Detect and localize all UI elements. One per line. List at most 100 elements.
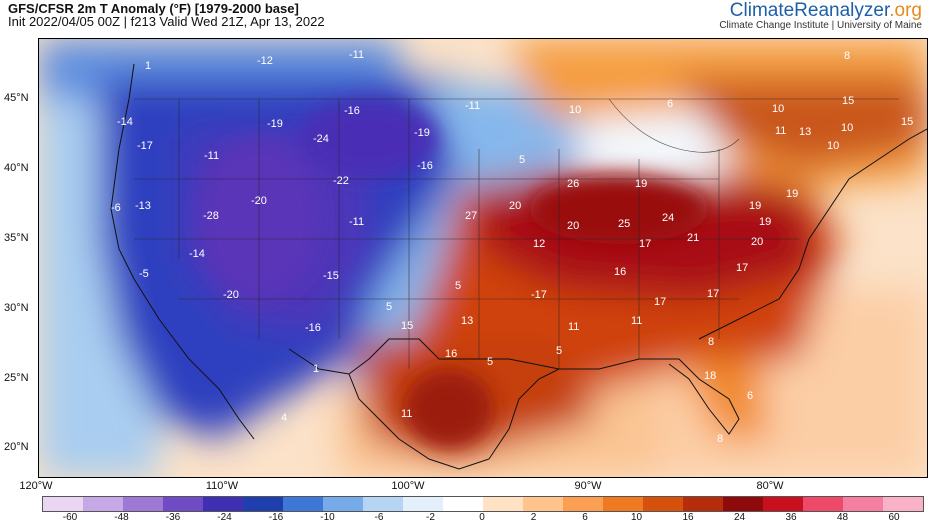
colorbar-swatch (363, 497, 403, 511)
value-label: 19 (759, 216, 771, 228)
colorbar-tick-label: -6 (374, 512, 384, 523)
value-label: 25 (618, 218, 630, 230)
value-label: 20 (751, 236, 763, 248)
value-label: -11 (204, 150, 219, 162)
lat-label-20: 20°N (4, 441, 29, 453)
brand-logo[interactable]: ClimateReanalyzer.org (730, 0, 922, 22)
value-label: 15 (401, 320, 413, 332)
lat-label-40: 40°N (4, 162, 29, 174)
colorbar-swatch (403, 497, 443, 511)
colorbar-swatch (563, 497, 603, 511)
value-label: 17 (736, 262, 748, 274)
value-label: -14 (189, 248, 205, 260)
map-subtitle: Init 2022/04/05 00Z | f213 Valid Wed 21Z… (8, 14, 325, 29)
value-label: -14 (117, 116, 133, 128)
colorbar-swatch (603, 497, 643, 511)
value-label: 10 (569, 104, 581, 116)
value-label: 10 (841, 122, 853, 134)
value-label: -16 (344, 105, 360, 117)
value-label: 17 (707, 288, 719, 300)
value-label: 24 (662, 212, 674, 224)
lon-label-100w: 100°W (391, 480, 425, 492)
lat-label-35: 35°N (4, 232, 29, 244)
value-label: 27 (465, 210, 477, 222)
value-label: -19 (414, 127, 430, 139)
value-label: -11 (349, 49, 364, 61)
value-label: 20 (509, 200, 521, 212)
lon-label-110w: 110°W (205, 480, 239, 492)
map-title: GFS/CFSR 2m T Anomaly (°F) [1979-2000 ba… (8, 1, 299, 16)
value-label: -12 (257, 55, 273, 67)
colorbar-tick-label: 36 (785, 512, 797, 523)
colorbar-swatch (323, 497, 363, 511)
state-borders (134, 98, 899, 369)
lat-label-45: 45°N (4, 92, 29, 104)
colorbar-swatch (483, 497, 523, 511)
colorbar-tick-label: -48 (114, 512, 129, 523)
value-label: -6 (111, 202, 121, 214)
value-label: 6 (747, 390, 753, 402)
anomaly-map[interactable]: -11 -12 -14 -17 -19 -16 -24 -11 -19 -16 … (38, 38, 928, 478)
colorbar-tick-label: 6 (582, 512, 588, 523)
colorbar-tick-label: 0 (479, 512, 485, 523)
value-label: 19 (786, 188, 798, 200)
colorbar-tick-label: 60 (888, 512, 900, 523)
value-label: 1 (145, 60, 151, 72)
colorbar-swatch (643, 497, 683, 511)
colorbar-swatch (123, 497, 163, 511)
value-label: 5 (487, 356, 493, 368)
value-label: 11 (568, 321, 579, 333)
value-label: 13 (461, 315, 473, 327)
colorbar-swatch (523, 497, 563, 511)
value-label: -20 (251, 195, 267, 207)
value-label: -17 (137, 140, 153, 152)
value-label: 20 (567, 220, 579, 232)
value-label: -28 (203, 210, 219, 222)
value-label: -17 (531, 289, 547, 301)
colorbar-tick-label: -16 (268, 512, 284, 523)
colorbar-swatch (883, 497, 923, 511)
value-label: 8 (708, 336, 714, 348)
brand-name: ClimateReanalyzer (729, 0, 890, 21)
value-label: 21 (687, 232, 699, 244)
value-label: -19 (267, 118, 283, 130)
colorbar-swatch (43, 497, 83, 511)
value-label: 13 (799, 126, 811, 138)
colorbar-swatch (723, 497, 763, 511)
value-label: 6 (667, 98, 673, 110)
colorbar-tick-label: -24 (217, 512, 232, 523)
lon-label-120w: 120°W (19, 480, 53, 492)
value-label: -15 (323, 270, 339, 282)
colorbar-tick-label: -36 (165, 512, 181, 523)
colorbar-tick-label: -10 (320, 512, 335, 523)
value-label: -16 (417, 160, 433, 172)
value-label: 5 (386, 301, 392, 313)
value-label: -24 (313, 133, 329, 145)
value-label: -22 (333, 175, 349, 187)
value-label: 10 (827, 140, 839, 152)
colorbar (42, 496, 924, 512)
lat-label-30: 30°N (4, 302, 29, 314)
colorbar-swatch (83, 497, 123, 511)
colorbar-swatch (283, 497, 323, 511)
colorbar-swatch (163, 497, 203, 511)
value-label: 11 (631, 315, 642, 327)
colorbar-tick-label: 10 (630, 512, 643, 523)
colorbar-swatch (443, 497, 483, 511)
value-label: 1 (313, 363, 319, 375)
value-label: -11 (465, 100, 480, 112)
value-label: 17 (654, 296, 666, 308)
colorbar-swatch (243, 497, 283, 511)
value-label: 16 (445, 348, 457, 360)
lon-label-80w: 80°W (756, 480, 784, 492)
value-label: -5 (139, 268, 149, 280)
value-label: 19 (749, 200, 761, 212)
value-label: 5 (519, 154, 525, 166)
colorbar-tick-label: 48 (836, 512, 849, 523)
colorbar-swatch (843, 497, 883, 511)
value-label: 5 (556, 345, 562, 357)
value-label: -16 (305, 322, 321, 334)
value-label: 11 (401, 408, 412, 420)
colorbar-tick-label: 2 (530, 512, 537, 523)
value-label: 8 (844, 50, 850, 62)
